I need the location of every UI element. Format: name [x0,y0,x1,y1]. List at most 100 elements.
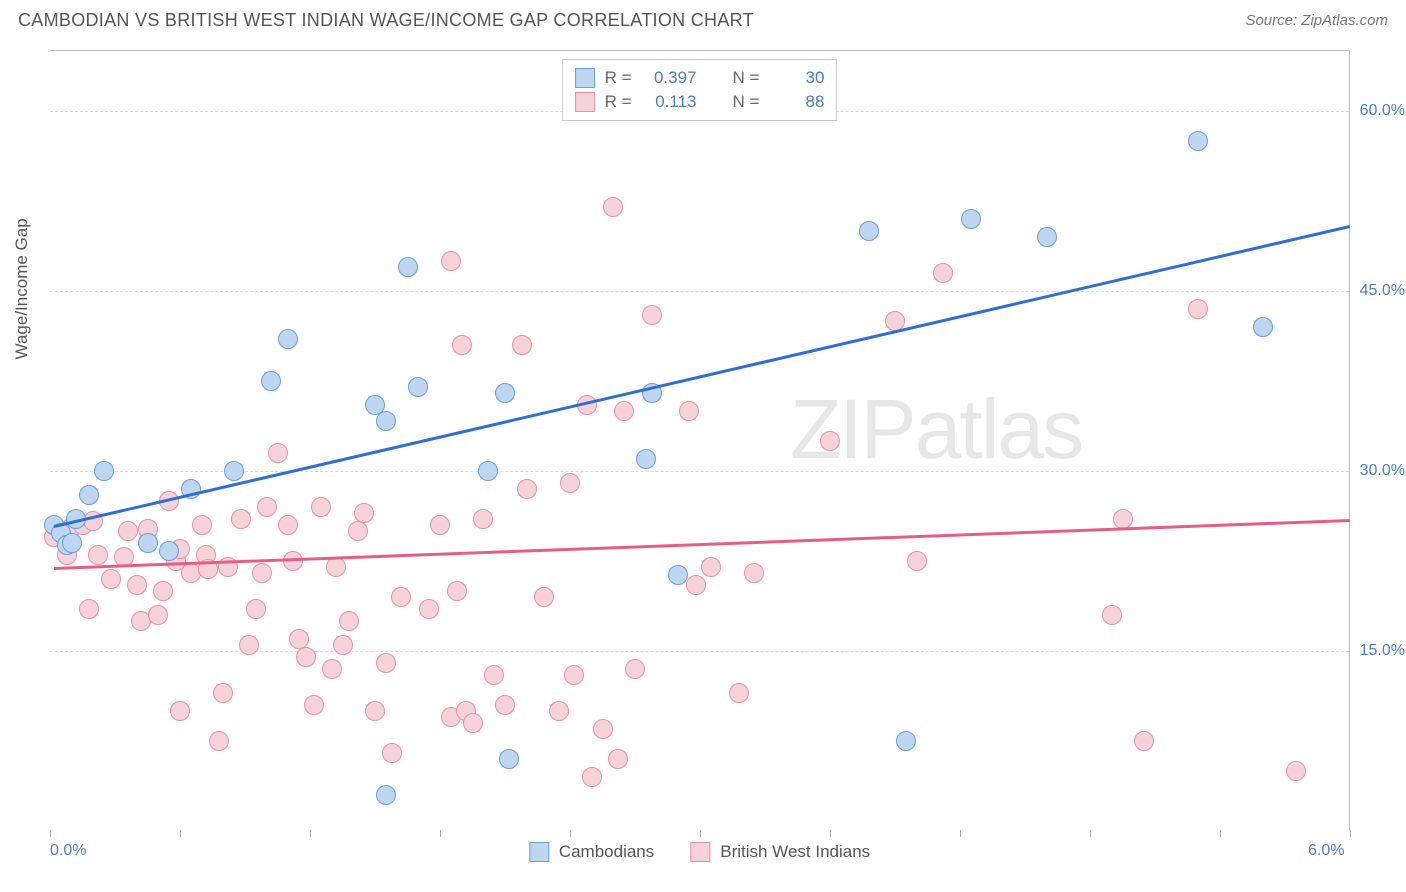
data-point-cambodian [859,221,879,241]
legend-item-bwi: British West Indians [690,842,870,862]
data-point-bwi [452,335,472,355]
data-point-cambodian [499,749,519,769]
data-point-bwi [512,335,532,355]
data-point-bwi [560,473,580,493]
data-point-cambodian [896,731,916,751]
data-point-bwi [495,695,515,715]
data-point-cambodian [961,209,981,229]
x-tick-label: 0.0% [50,842,86,860]
x-tick [50,830,51,837]
data-point-cambodian [398,257,418,277]
data-point-bwi [933,263,953,283]
data-point-bwi [101,569,121,589]
x-tick [440,830,441,837]
data-point-bwi [614,401,634,421]
x-tick [1090,830,1091,837]
data-point-bwi [447,581,467,601]
data-point-bwi [382,743,402,763]
data-point-cambodian [138,533,158,553]
data-point-cambodian [495,383,515,403]
data-point-bwi [365,701,385,721]
data-point-cambodian [376,411,396,431]
x-tick [1350,830,1351,837]
x-tick [1220,830,1221,837]
data-point-bwi [322,659,342,679]
legend-row-cambodians: R =0.397 N =30 [575,66,825,90]
data-point-bwi [148,605,168,625]
legend-row-bwi: R =0.113 N =88 [575,90,825,114]
data-point-cambodian [636,449,656,469]
data-point-bwi [1102,605,1122,625]
legend-label-bwi: British West Indians [720,842,870,862]
y-tick-label: 15.0% [1360,642,1405,660]
data-point-bwi [339,611,359,631]
data-point-cambodian [261,371,281,391]
data-point-bwi [170,701,190,721]
data-point-bwi [564,665,584,685]
data-point-bwi [79,599,99,619]
y-axis-title: Wage/Income Gap [12,218,32,359]
data-point-bwi [88,545,108,565]
data-point-bwi [419,599,439,619]
data-point-bwi [686,575,706,595]
data-point-cambodian [408,377,428,397]
data-point-bwi [517,479,537,499]
data-point-bwi [484,665,504,685]
data-point-bwi [153,581,173,601]
data-point-bwi [296,647,316,667]
data-point-bwi [642,305,662,325]
data-point-cambodian [62,533,82,553]
data-point-bwi [354,503,374,523]
trend-line [54,225,1350,527]
scatter-plot: 15.0%30.0%45.0%60.0%0.0%6.0% [50,51,1349,830]
x-tick [570,830,571,837]
chart-title: CAMBODIAN VS BRITISH WEST INDIAN WAGE/IN… [18,10,754,31]
x-tick-label: 6.0% [1308,842,1344,860]
correlation-legend: R =0.397 N =30 R =0.113 N =88 [562,59,838,121]
data-point-cambodian [478,461,498,481]
data-point-bwi [127,575,147,595]
x-tick [180,830,181,837]
data-point-bwi [311,497,331,517]
data-point-bwi [118,521,138,541]
data-point-bwi [257,497,277,517]
data-point-bwi [907,551,927,571]
data-point-bwi [348,521,368,541]
legend-item-cambodians: Cambodians [529,842,654,862]
data-point-bwi [582,767,602,787]
data-point-cambodian [278,329,298,349]
data-point-bwi [192,515,212,535]
legend-label-cambodians: Cambodians [559,842,654,862]
data-point-bwi [441,251,461,271]
gridline [50,471,1349,472]
data-point-bwi [679,401,699,421]
data-point-bwi [430,515,450,535]
data-point-bwi [278,515,298,535]
y-tick-label: 30.0% [1360,462,1405,480]
swatch-bwi [575,92,595,112]
data-point-bwi [213,683,233,703]
data-point-bwi [391,587,411,607]
data-point-bwi [1286,761,1306,781]
y-tick-label: 45.0% [1360,282,1405,300]
chart-plot-area: ZIPatlas R =0.397 N =30 R =0.113 N =88 1… [50,50,1350,830]
data-point-bwi [268,443,288,463]
data-point-bwi [1134,731,1154,751]
data-point-cambodian [94,461,114,481]
gridline [50,291,1349,292]
data-point-bwi [246,599,266,619]
data-point-cambodian [1037,227,1057,247]
data-point-bwi [326,557,346,577]
data-point-bwi [473,509,493,529]
data-point-bwi [744,563,764,583]
data-point-bwi [603,197,623,217]
x-tick [960,830,961,837]
data-point-cambodian [79,485,99,505]
data-point-bwi [376,653,396,673]
source-label: Source: ZipAtlas.com [1245,12,1388,29]
data-point-cambodian [376,785,396,805]
data-point-cambodian [1188,131,1208,151]
data-point-bwi [1113,509,1133,529]
x-tick [830,830,831,837]
swatch-cambodians-icon [529,842,549,862]
